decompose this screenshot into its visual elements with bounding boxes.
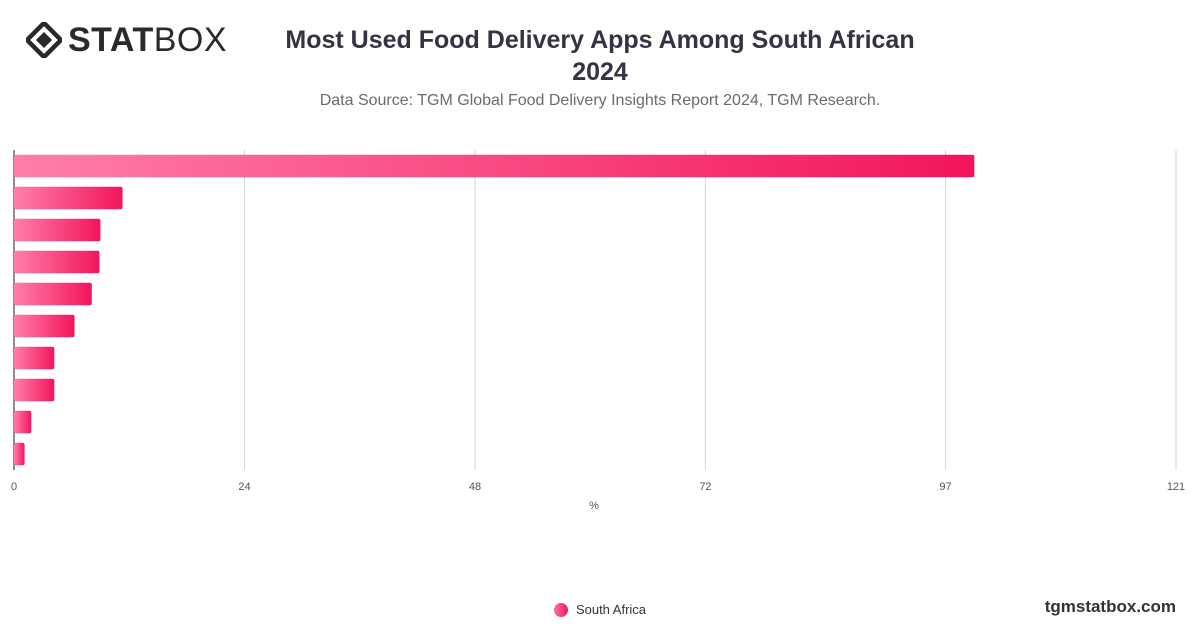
chart-legend[interactable]: South Africa — [0, 602, 1200, 617]
x-tick-label: 72 — [699, 481, 711, 493]
legend-label: South Africa — [575, 602, 647, 617]
bar[interactable] — [14, 410, 32, 434]
bar[interactable] — [14, 282, 92, 306]
chart-title: Most Used Food Delivery Apps Among South… — [250, 24, 950, 88]
legend-swatch — [553, 602, 568, 617]
diamond-logo-icon — [26, 22, 62, 58]
x-tick-label: 121 — [1167, 481, 1185, 493]
bar[interactable] — [14, 250, 100, 274]
bar[interactable] — [14, 186, 123, 210]
x-tick-label: 0 — [11, 481, 17, 493]
statbox-logo: STATBOX — [26, 22, 227, 58]
logo-box: BOX — [153, 21, 228, 59]
chart-title-line2: 2024 — [572, 58, 628, 86]
watermark: tgmstatbox.com — [1044, 597, 1176, 616]
chart-title-line1: Most Used Food Delivery Apps Among South… — [285, 26, 915, 54]
bar[interactable] — [14, 314, 75, 338]
x-tick-label: 24 — [238, 481, 250, 493]
x-tick-label: 97 — [939, 481, 951, 493]
x-axis-label: % — [589, 500, 599, 512]
bar[interactable] — [14, 378, 55, 402]
bar[interactable] — [14, 154, 975, 178]
logo-wordmark: STATBOX — [68, 22, 227, 58]
bar[interactable] — [14, 346, 55, 370]
logo-stat: STAT — [68, 21, 154, 59]
bar[interactable] — [14, 218, 101, 242]
chart-subtitle: Data Source: TGM Global Food Delivery In… — [319, 92, 881, 109]
x-tick-label: 48 — [469, 481, 481, 493]
bar[interactable] — [14, 442, 25, 466]
